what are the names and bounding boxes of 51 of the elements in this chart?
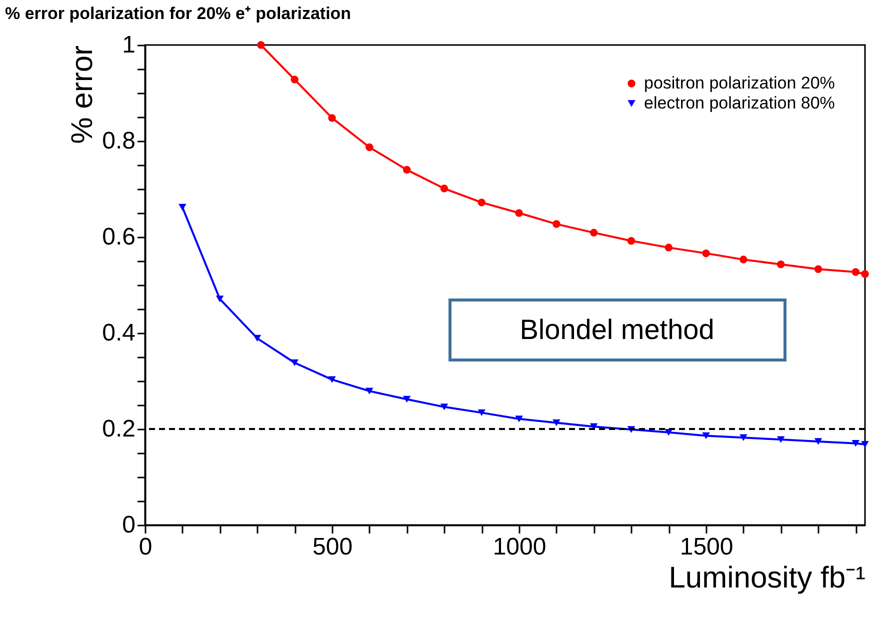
point xyxy=(328,376,336,383)
point xyxy=(402,166,411,174)
legend-label: electron polarization 80% xyxy=(644,94,835,112)
x-tick-label: 1000 xyxy=(492,534,546,560)
point xyxy=(861,441,869,448)
y-tick-label: 0.8 xyxy=(102,128,136,154)
point xyxy=(776,260,785,268)
y-tick-label: 0.6 xyxy=(102,224,136,250)
point xyxy=(861,270,869,278)
point xyxy=(552,220,560,228)
point xyxy=(814,265,822,274)
point xyxy=(814,438,822,445)
x-axis-title: Luminosity fb⁻¹ xyxy=(668,562,866,594)
y-tick-label: 0 xyxy=(122,512,136,538)
point xyxy=(740,434,748,441)
point xyxy=(515,416,523,422)
x-tick-label: 1500 xyxy=(680,534,734,560)
point xyxy=(440,404,448,410)
x-tick-label: 0 xyxy=(138,534,152,560)
point xyxy=(702,249,710,258)
point xyxy=(776,436,785,443)
point xyxy=(366,388,374,394)
point xyxy=(402,396,411,403)
legend-label: positron polarization 20% xyxy=(644,74,835,92)
point xyxy=(515,209,523,217)
y-tick-label: 0.2 xyxy=(102,416,136,442)
annotation: Blondel method xyxy=(520,314,714,345)
point xyxy=(253,334,262,342)
y-tick-label: 0.4 xyxy=(102,320,136,346)
chart-title: % error polarization for 20% e⁺ polarization xyxy=(5,4,352,23)
point xyxy=(627,236,636,245)
y-tick-label: 1 xyxy=(122,32,136,58)
point xyxy=(552,419,560,426)
point xyxy=(440,184,448,192)
point xyxy=(740,256,748,264)
y-axis-title: % error xyxy=(66,46,100,144)
point xyxy=(590,228,598,237)
point xyxy=(178,204,186,211)
x-tick-label: 500 xyxy=(312,534,353,560)
point xyxy=(366,143,374,152)
point xyxy=(478,409,486,416)
point xyxy=(290,76,298,84)
point xyxy=(664,244,673,252)
point xyxy=(478,198,486,206)
point xyxy=(216,296,224,302)
point xyxy=(852,268,860,276)
point xyxy=(257,41,265,49)
point xyxy=(702,432,710,440)
point xyxy=(852,440,860,447)
point xyxy=(328,114,336,122)
point xyxy=(290,359,298,366)
